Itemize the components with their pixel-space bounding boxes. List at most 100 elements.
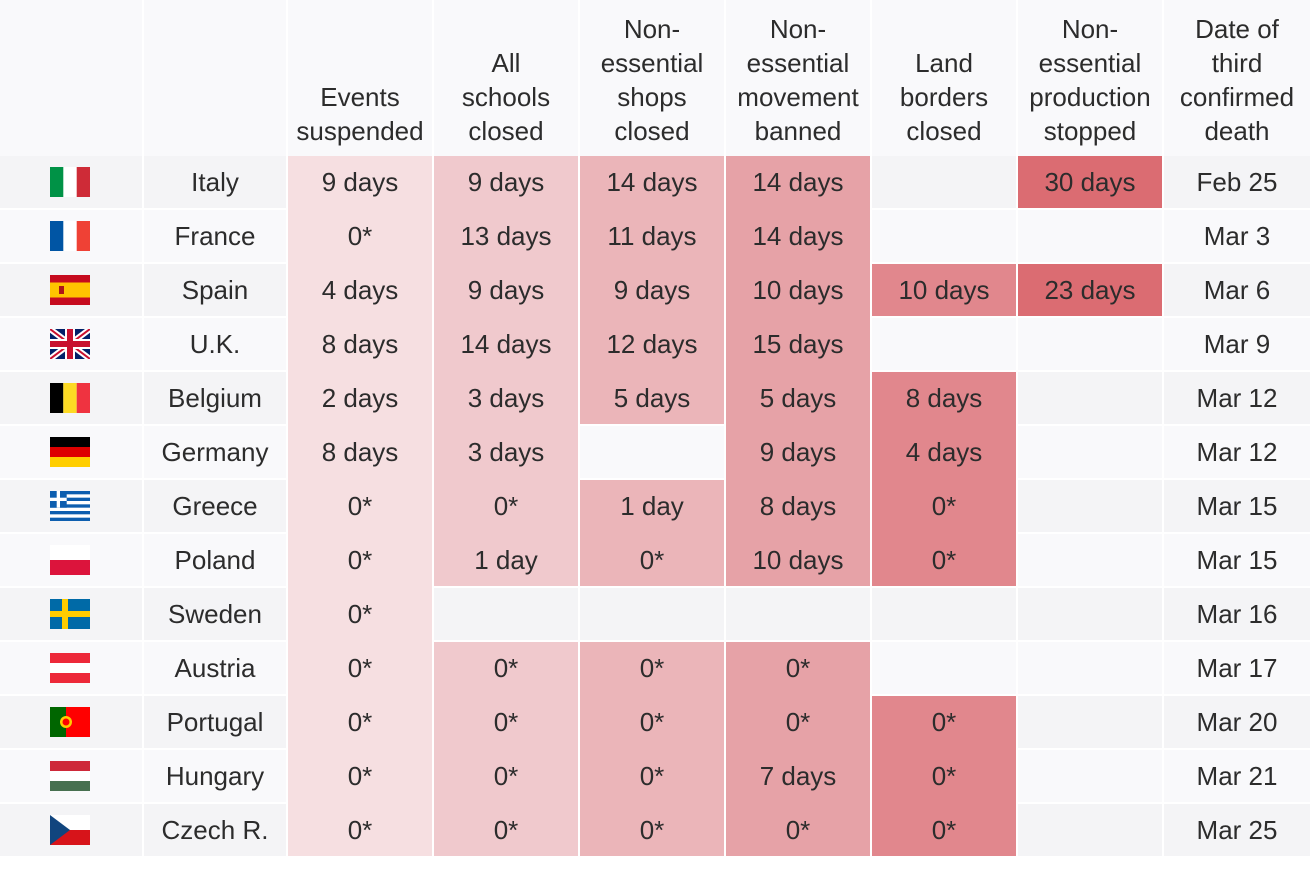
cell-joiner bbox=[580, 370, 724, 372]
column-header: Non- essential production stopped bbox=[1029, 14, 1151, 146]
cell-joiner bbox=[580, 748, 724, 750]
cell-sweden-4 bbox=[726, 588, 870, 640]
cell-italy-6: 30 days bbox=[1018, 156, 1162, 208]
cell-joiner bbox=[288, 478, 432, 480]
cell-hungary-6 bbox=[1018, 750, 1162, 802]
cell-joiner bbox=[434, 694, 578, 696]
country-name-sweden: Sweden bbox=[144, 588, 286, 640]
cell-joiner bbox=[434, 802, 578, 804]
cell-joiner bbox=[726, 208, 870, 210]
cell-portugal-5: 0* bbox=[872, 696, 1016, 748]
cell-spain-4: 10 days bbox=[726, 264, 870, 316]
cell-portugal-6 bbox=[1018, 696, 1162, 748]
header-bg bbox=[726, 0, 870, 156]
cell-hungary-4: 7 days bbox=[726, 750, 870, 802]
cell-germany-5: 4 days bbox=[872, 426, 1016, 478]
cell-austria-4: 0* bbox=[726, 642, 870, 694]
country-name-greece: Greece bbox=[144, 480, 286, 532]
cell-greece-1: 0* bbox=[288, 480, 432, 532]
sweden-flag bbox=[50, 599, 90, 629]
cell-greece-3: 1 day bbox=[580, 480, 724, 532]
cell-austria-5 bbox=[872, 642, 1016, 694]
country-name-spain: Spain bbox=[144, 264, 286, 316]
cell-austria-3: 0* bbox=[580, 642, 724, 694]
header-bg bbox=[144, 0, 286, 156]
cell-joiner bbox=[434, 370, 578, 372]
cell-joiner bbox=[726, 316, 870, 318]
country-name-u-k: U.K. bbox=[144, 318, 286, 370]
cell-joiner bbox=[434, 424, 578, 426]
italy-flag bbox=[50, 167, 90, 197]
cell-hungary-3: 0* bbox=[580, 750, 724, 802]
cell-joiner bbox=[726, 802, 870, 804]
cell-france-2: 13 days bbox=[434, 210, 578, 262]
cell-sweden-3 bbox=[580, 588, 724, 640]
germany-flag bbox=[50, 437, 90, 467]
header-bg bbox=[288, 0, 432, 156]
cell-belgium-4: 5 days bbox=[726, 372, 870, 424]
date-hungary: Mar 21 bbox=[1164, 750, 1310, 802]
date-czech-r: Mar 25 bbox=[1164, 804, 1310, 856]
cell-portugal-4: 0* bbox=[726, 696, 870, 748]
cell-belgium-3: 5 days bbox=[580, 372, 724, 424]
cell-joiner bbox=[872, 532, 1016, 534]
cell-joiner bbox=[288, 424, 432, 426]
cell-belgium-1: 2 days bbox=[288, 372, 432, 424]
greece-flag bbox=[50, 491, 90, 521]
cell-joiner bbox=[288, 640, 432, 642]
date-portugal: Mar 20 bbox=[1164, 696, 1310, 748]
header-bg bbox=[1164, 0, 1310, 156]
column-header: All schools closed bbox=[461, 48, 551, 146]
cell-joiner bbox=[726, 478, 870, 480]
cell-u-k-5 bbox=[872, 318, 1016, 370]
cell-joiner bbox=[580, 694, 724, 696]
cell-joiner bbox=[288, 802, 432, 804]
country-name-portugal: Portugal bbox=[144, 696, 286, 748]
cell-france-1: 0* bbox=[288, 210, 432, 262]
cell-germany-4: 9 days bbox=[726, 426, 870, 478]
cell-greece-5: 0* bbox=[872, 480, 1016, 532]
date-sweden: Mar 16 bbox=[1164, 588, 1310, 640]
cell-italy-3: 14 days bbox=[580, 156, 724, 208]
country-name-belgium: Belgium bbox=[144, 372, 286, 424]
cell-germany-3 bbox=[580, 426, 724, 478]
cell-greece-2: 0* bbox=[434, 480, 578, 532]
cell-czech-r-5: 0* bbox=[872, 804, 1016, 856]
cell-joiner bbox=[288, 532, 432, 534]
cell-italy-4: 14 days bbox=[726, 156, 870, 208]
cell-germany-2: 3 days bbox=[434, 426, 578, 478]
cell-u-k-6 bbox=[1018, 318, 1162, 370]
cell-joiner bbox=[288, 748, 432, 750]
cell-joiner bbox=[580, 262, 724, 264]
cell-austria-6 bbox=[1018, 642, 1162, 694]
cell-poland-1: 0* bbox=[288, 534, 432, 586]
cell-u-k-2: 14 days bbox=[434, 318, 578, 370]
cell-joiner bbox=[726, 262, 870, 264]
cell-czech-r-2: 0* bbox=[434, 804, 578, 856]
cell-belgium-6 bbox=[1018, 372, 1162, 424]
date-poland: Mar 15 bbox=[1164, 534, 1310, 586]
cell-italy-5 bbox=[872, 156, 1016, 208]
czech-flag bbox=[50, 815, 90, 845]
date-spain: Mar 6 bbox=[1164, 264, 1310, 316]
uk-flag bbox=[50, 329, 90, 359]
cell-czech-r-3: 0* bbox=[580, 804, 724, 856]
cell-belgium-2: 3 days bbox=[434, 372, 578, 424]
cell-portugal-3: 0* bbox=[580, 696, 724, 748]
portugal-flag bbox=[50, 707, 90, 737]
country-name-italy: Italy bbox=[144, 156, 286, 208]
cell-poland-3: 0* bbox=[580, 534, 724, 586]
cell-portugal-1: 0* bbox=[288, 696, 432, 748]
cell-joiner bbox=[288, 316, 432, 318]
cell-sweden-1: 0* bbox=[288, 588, 432, 640]
cell-joiner bbox=[288, 262, 432, 264]
header-bg bbox=[434, 0, 578, 156]
cell-belgium-5: 8 days bbox=[872, 372, 1016, 424]
hungary-flag bbox=[50, 761, 90, 791]
cell-sweden-5 bbox=[872, 588, 1016, 640]
cell-portugal-2: 0* bbox=[434, 696, 578, 748]
cell-poland-6 bbox=[1018, 534, 1162, 586]
column-header: Events suspended bbox=[296, 82, 424, 146]
cell-joiner bbox=[726, 532, 870, 534]
